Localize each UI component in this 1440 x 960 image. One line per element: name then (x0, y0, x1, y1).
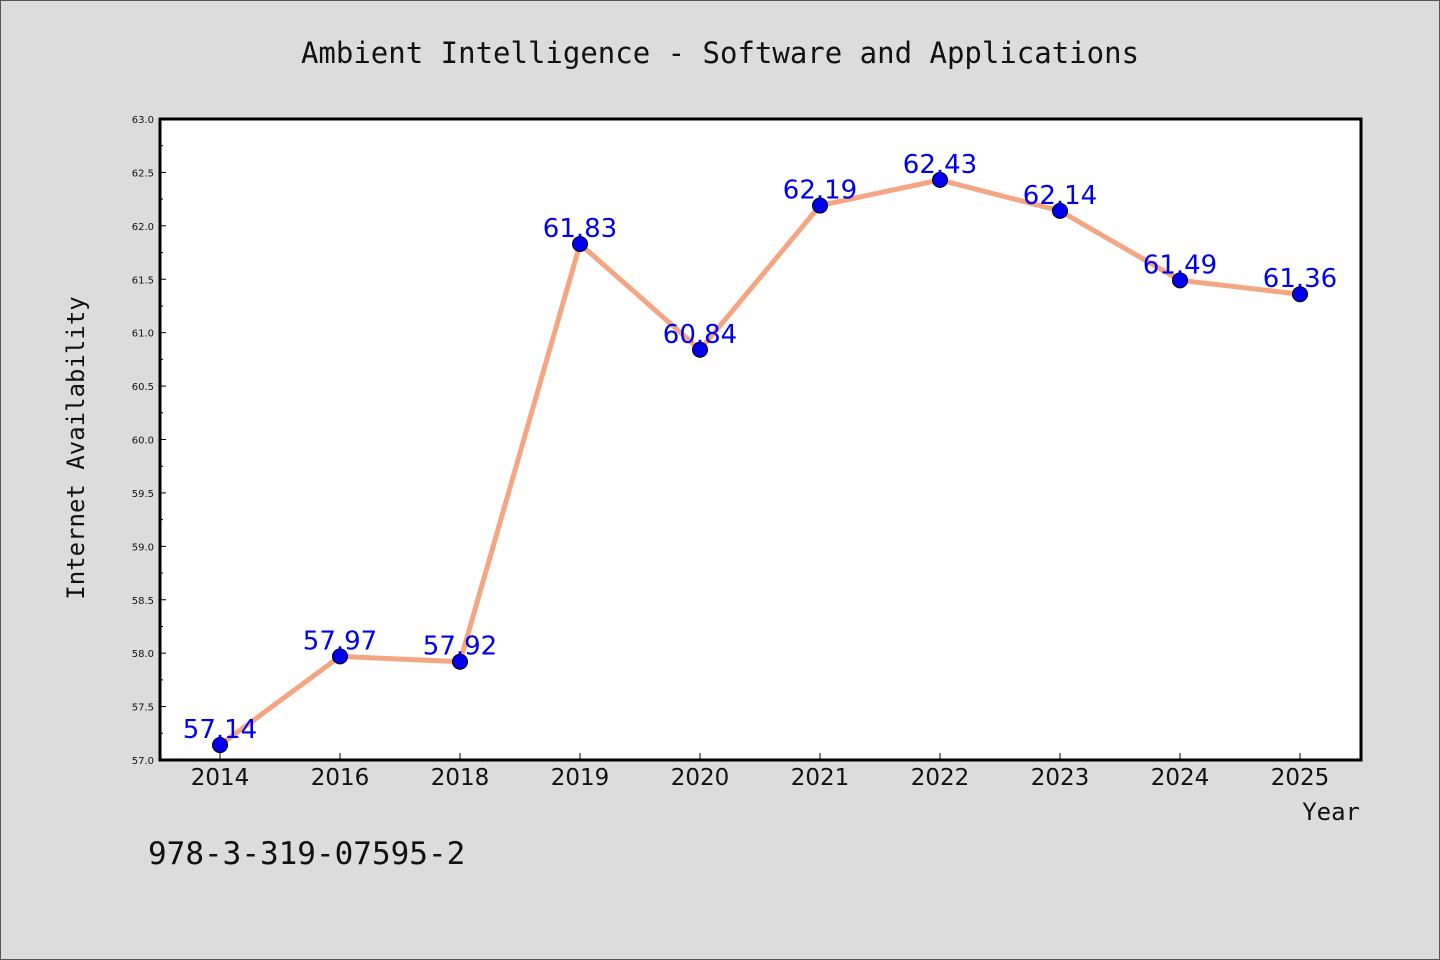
data-point (692, 341, 708, 358)
y-tick-label: 62.0 (132, 222, 154, 233)
y-tick-label: 60.5 (132, 382, 154, 393)
x-tick-label: 2024 (1151, 765, 1210, 791)
y-tick-label: 61.5 (132, 275, 154, 286)
data-labels-group: 57.14 57.97 57.92 61.83 60.84 62.19 62.43 62.14… (183, 150, 1337, 745)
x-tick-label: 2022 (911, 765, 970, 791)
data-label: 57.97 (303, 626, 377, 656)
isbn-footer: 978-3-319-07595-2 (148, 836, 465, 872)
x-tick-label: 2014 (191, 765, 250, 791)
x-tick-label: 2019 (551, 765, 610, 791)
x-tick-label: 2016 (311, 765, 370, 791)
y-tick-label: 59.0 (132, 542, 154, 553)
x-tick-label: 2020 (671, 765, 730, 791)
series-line (217, 177, 1303, 748)
x-axis: 2014 2016 2018 2019 2020 2021 2022 2023 2024 2025 (191, 753, 1330, 791)
y-tick-label: 58.5 (132, 596, 154, 607)
data-point (332, 648, 348, 665)
data-point (1292, 286, 1308, 303)
data-point (1172, 272, 1188, 289)
x-tick-label: 2025 (1271, 765, 1330, 791)
y-tick-label: 57.5 (132, 703, 154, 714)
x-tick-label: 2023 (1031, 765, 1090, 791)
y-tick-label: 58.0 (132, 649, 154, 660)
data-point (452, 653, 468, 670)
y-tick-label: 61.0 (132, 329, 154, 340)
data-label: 61.36 (1263, 264, 1337, 294)
data-label: 61.83 (543, 214, 617, 244)
data-label: 60.84 (663, 320, 737, 350)
y-axis: 57.0 57.5 58.0 58.5 59.0 59.5 60.0 60.5 61.0 61.5… (132, 115, 166, 767)
data-label: 57.92 (423, 632, 497, 662)
plot-area (158, 117, 1363, 762)
data-label: 57.14 (183, 715, 257, 745)
y-tick-label: 60.0 (132, 436, 154, 447)
series-group (212, 171, 1308, 754)
y-tick-label: 63.0 (132, 115, 154, 126)
y-axis-label: Internet Availability (62, 296, 90, 599)
y-tick-label: 57.0 (132, 756, 154, 767)
data-label: 62.19 (783, 176, 857, 206)
data-label: 62.43 (903, 150, 977, 180)
data-point (932, 171, 948, 188)
x-tick-label: 2018 (431, 765, 490, 791)
x-tick-label: 2021 (791, 765, 850, 791)
chart-title: Ambient Intelligence - Software and Appl… (301, 36, 1139, 70)
data-label: 61.49 (1143, 250, 1217, 280)
data-point (812, 197, 828, 214)
data-point (572, 235, 588, 252)
data-label: 62.14 (1023, 181, 1097, 211)
data-point (1052, 202, 1068, 219)
y-tick-label: 59.5 (132, 489, 154, 500)
x-axis-label: Year (1302, 798, 1360, 826)
y-tick-label: 62.5 (132, 168, 154, 179)
data-point (212, 737, 228, 754)
